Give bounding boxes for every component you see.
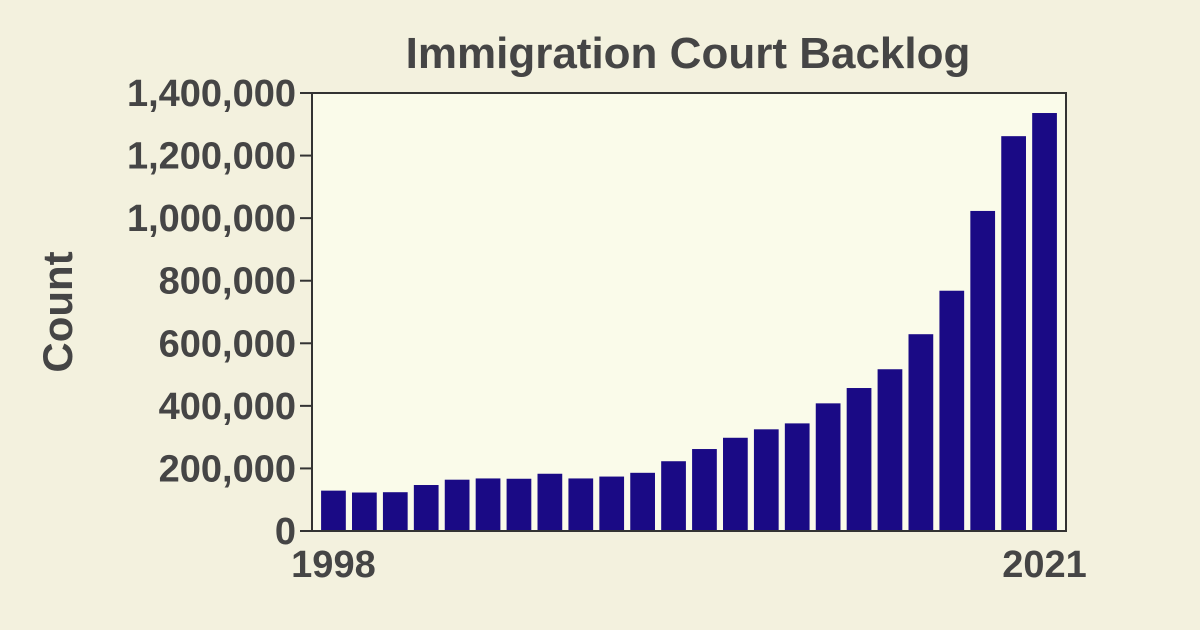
bar-2016 <box>877 369 903 531</box>
chart-title: Immigration Court Backlog <box>406 29 971 78</box>
bar-2002 <box>444 479 470 531</box>
bar-2010 <box>692 449 717 531</box>
bar-2017 <box>908 334 934 531</box>
bar-2008 <box>630 472 655 531</box>
bar-2011 <box>723 437 748 531</box>
x-tick-label: 1998 <box>291 544 376 586</box>
y-tick-label: 400,000 <box>159 386 296 428</box>
bar-2015 <box>846 388 872 531</box>
bar-2019 <box>970 210 996 531</box>
plot-frame <box>311 92 1067 532</box>
y-tick-label: 1,000,000 <box>127 198 296 240</box>
bar-2001 <box>413 485 439 531</box>
bar-2018 <box>939 290 965 531</box>
bar-2005 <box>537 473 563 531</box>
bar-2014 <box>815 403 841 531</box>
y-tick-label: 0 <box>275 511 296 553</box>
y-tick-label: 1,400,000 <box>127 73 296 115</box>
bar-2007 <box>599 476 625 531</box>
bar-2013 <box>784 423 810 531</box>
bar-2006 <box>568 478 594 531</box>
bar-2009 <box>661 461 686 531</box>
bars-group <box>321 113 1057 532</box>
bar-2021 <box>1032 113 1057 532</box>
bar-2012 <box>753 429 779 531</box>
y-axis: 0 200,000 400,000 600,000 800,000 1,000,000 1,… <box>127 73 312 553</box>
y-tick-label: 200,000 <box>159 448 296 490</box>
bar-2020 <box>1001 136 1026 532</box>
bar-2003 <box>475 478 501 531</box>
bar-1998 <box>321 490 346 531</box>
y-tick-label: 800,000 <box>159 261 296 303</box>
bar-1999 <box>352 492 377 531</box>
y-tick-label: 1,200,000 <box>127 136 296 178</box>
x-tick-label: 2021 <box>1002 544 1087 586</box>
y-tick-label: 600,000 <box>159 323 296 365</box>
bar-2004 <box>506 478 532 531</box>
x-axis: 1998 2021 <box>291 544 1087 586</box>
bar-2000 <box>382 492 408 531</box>
y-axis-label: Count <box>34 251 81 372</box>
